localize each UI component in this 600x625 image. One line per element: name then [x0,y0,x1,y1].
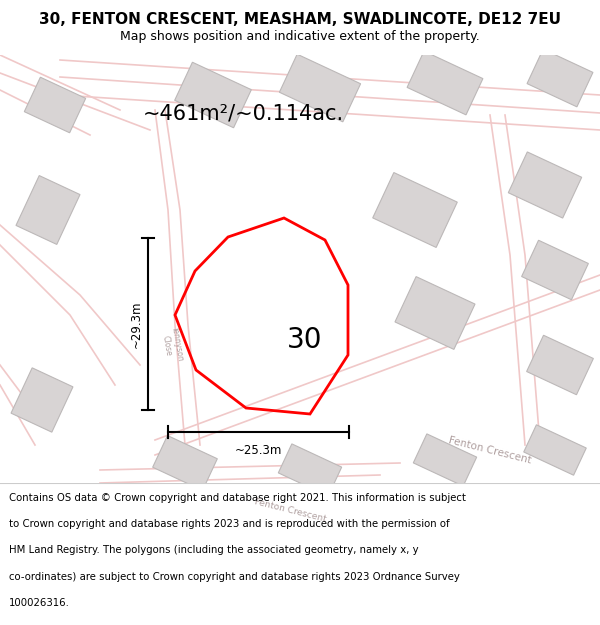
Text: Fenton Crescent: Fenton Crescent [253,497,327,523]
Polygon shape [278,444,341,496]
Polygon shape [521,240,589,300]
Polygon shape [16,176,80,244]
Polygon shape [524,425,586,475]
Polygon shape [373,173,457,248]
Polygon shape [11,368,73,432]
Text: ~25.3m: ~25.3m [235,444,282,456]
Text: Fenton Crescent: Fenton Crescent [448,435,532,465]
Text: co-ordinates) are subject to Crown copyright and database rights 2023 Ordnance S: co-ordinates) are subject to Crown copyr… [9,572,460,582]
Text: ~29.3m: ~29.3m [130,300,143,348]
Polygon shape [508,152,581,218]
Polygon shape [175,62,251,127]
Text: 100026316.: 100026316. [9,598,70,608]
Polygon shape [527,335,593,395]
Text: to Crown copyright and database rights 2023 and is reproduced with the permissio: to Crown copyright and database rights 2… [9,519,449,529]
Polygon shape [395,277,475,349]
Text: ~461m²/~0.114ac.: ~461m²/~0.114ac. [143,103,344,123]
Polygon shape [280,54,361,122]
Text: Map shows position and indicative extent of the property.: Map shows position and indicative extent… [120,30,480,43]
Polygon shape [527,49,593,107]
Text: HM Land Registry. The polygons (including the associated geometry, namely x, y: HM Land Registry. The polygons (includin… [9,546,419,556]
Polygon shape [152,436,217,491]
Text: 30, FENTON CRESCENT, MEASHAM, SWADLINCOTE, DE12 7EU: 30, FENTON CRESCENT, MEASHAM, SWADLINCOT… [39,12,561,27]
Text: Contains OS data © Crown copyright and database right 2021. This information is : Contains OS data © Crown copyright and d… [9,493,466,503]
Text: 30: 30 [287,326,323,354]
Polygon shape [413,434,476,486]
Polygon shape [25,78,86,132]
Text: Tennyson
Close: Tennyson Close [160,326,185,364]
Polygon shape [407,51,483,115]
